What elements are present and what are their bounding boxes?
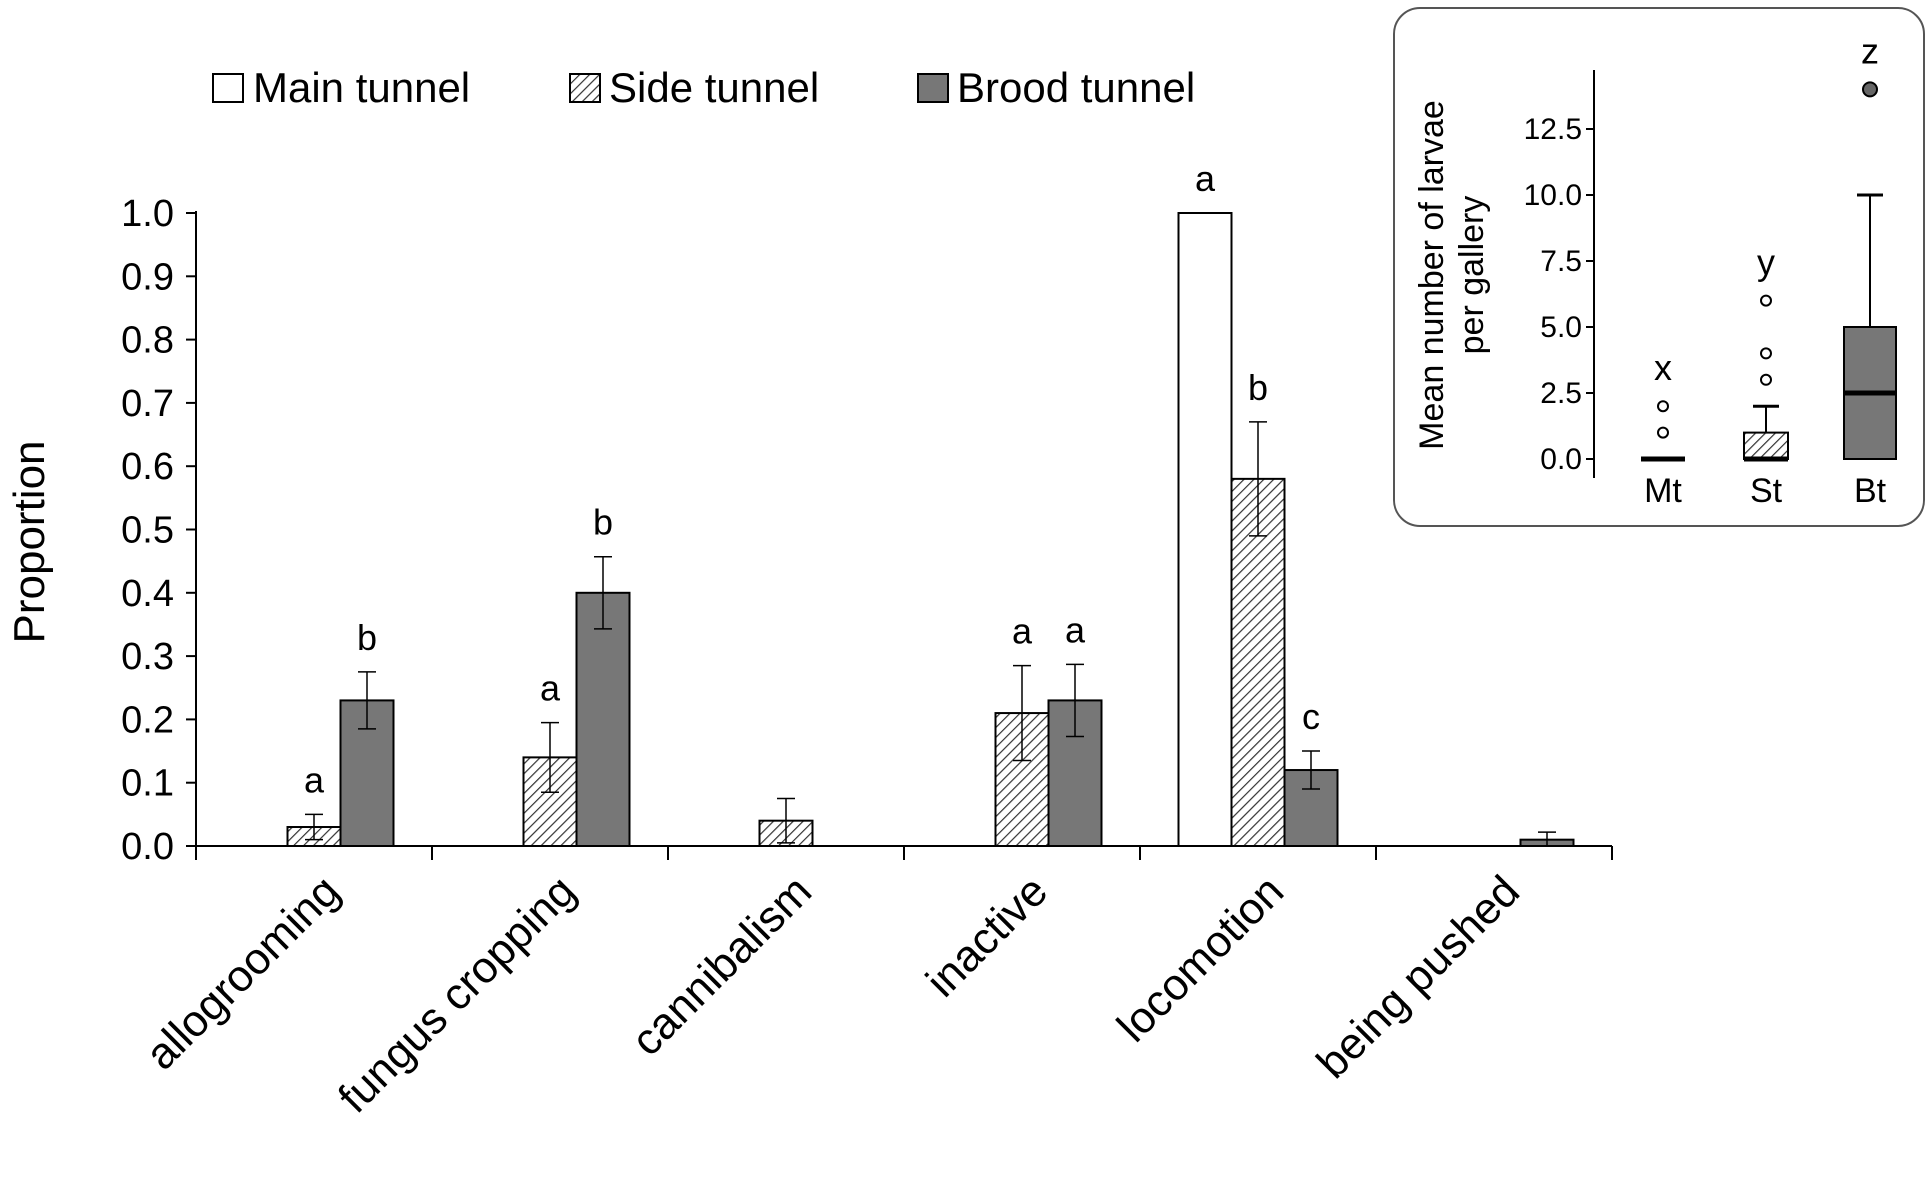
significance-letter: a [1012, 611, 1033, 652]
inset-y-tick-label: 5.0 [1540, 311, 1582, 344]
inset-significance-letter: z [1861, 30, 1879, 71]
significance-letter: a [304, 759, 325, 800]
bar [1230, 477, 1286, 847]
x-category-label: cannibalism [622, 866, 821, 1065]
legend-label-side: Side tunnel [609, 64, 819, 111]
main-y-tick-label: 0.4 [121, 573, 174, 615]
inset-y-tick-label: 10.0 [1524, 179, 1582, 212]
outlier-point [1760, 373, 1772, 386]
inset-panel: Mean number of larvae per gallery 0.0 2.5… [1393, 7, 1925, 527]
main-y-tick-label: 0.8 [121, 320, 174, 362]
main-y-ticks: 0.0 0.1 0.2 0.3 0.4 0.5 0.6 0.7 0.8 0.9 1.0 [121, 193, 196, 868]
inset-category-label: St [1750, 472, 1783, 510]
main-y-tick-label: 0.9 [121, 256, 174, 298]
inset-category-label: Mt [1644, 472, 1682, 510]
main-y-tick-label: 0.0 [121, 826, 174, 868]
main-y-tick-label: 0.6 [121, 446, 174, 488]
inset-significance-letter: y [1757, 242, 1775, 283]
significance-letter: a [1195, 158, 1216, 199]
outlier-point [1760, 347, 1772, 360]
inset-y-tick-label: 0.0 [1540, 443, 1582, 476]
legend-swatch-side [569, 73, 601, 103]
outlier-point [1657, 426, 1669, 439]
legend-swatch-main [212, 73, 244, 103]
legend-item-main: Main tunnel [212, 64, 470, 111]
inset-border [1393, 7, 1925, 527]
x-category-label: locomotion [1108, 866, 1293, 1051]
box [1743, 431, 1789, 461]
significance-letter: a [540, 668, 561, 709]
x-category-label: being pushed [1308, 866, 1530, 1088]
significance-letter: a [1065, 609, 1086, 650]
bar [575, 591, 631, 847]
bar [1177, 212, 1233, 847]
x-category-label: inactive [917, 866, 1057, 1006]
main-y-tick-label: 0.1 [121, 763, 174, 805]
significance-letter: b [1248, 367, 1268, 408]
inset-y-tick-label: 12.5 [1524, 113, 1582, 146]
inset-y-tick-label: 7.5 [1540, 245, 1582, 278]
inset-axes: 0.0 2.5 5.0 7.5 10.0 12.5 [1524, 70, 1595, 478]
main-y-tick-label: 0.2 [121, 699, 174, 741]
main-y-tick-label: 0.3 [121, 636, 174, 678]
outlier-point [1657, 400, 1669, 413]
inset-y-tick-label: 2.5 [1540, 377, 1582, 410]
inset-y-title-line1: Mean number of larvae [1413, 100, 1451, 450]
legend-label-main: Main tunnel [253, 64, 470, 111]
inset-y-title-line2: per gallery [1453, 196, 1491, 355]
x-category-label: fungus cropping [329, 866, 585, 1122]
significance-letter: c [1302, 696, 1320, 737]
legend-item-side: Side tunnel [569, 64, 819, 111]
inset-category-label: Bt [1854, 472, 1887, 510]
inset-boxes: Mt x St y Bt z [1641, 30, 1897, 510]
significance-letter: b [593, 502, 613, 543]
legend-item-brood: Brood tunnel [917, 64, 1195, 111]
legend-swatch-brood [917, 73, 949, 103]
y-axis-title: Proportion [5, 440, 54, 643]
inset-significance-letter: x [1654, 347, 1672, 388]
x-category-label: allogrooming [136, 866, 349, 1079]
main-y-tick-label: 0.7 [121, 383, 174, 425]
legend: Main tunnel Side tunnel Brood tunnel [212, 64, 1195, 111]
main-y-tick-label: 1.0 [121, 193, 174, 235]
significance-letter: b [357, 617, 377, 658]
legend-label-brood: Brood tunnel [957, 64, 1195, 111]
main-y-tick-label: 0.5 [121, 510, 174, 552]
outlier-point [1862, 81, 1878, 98]
outlier-point [1760, 294, 1772, 307]
